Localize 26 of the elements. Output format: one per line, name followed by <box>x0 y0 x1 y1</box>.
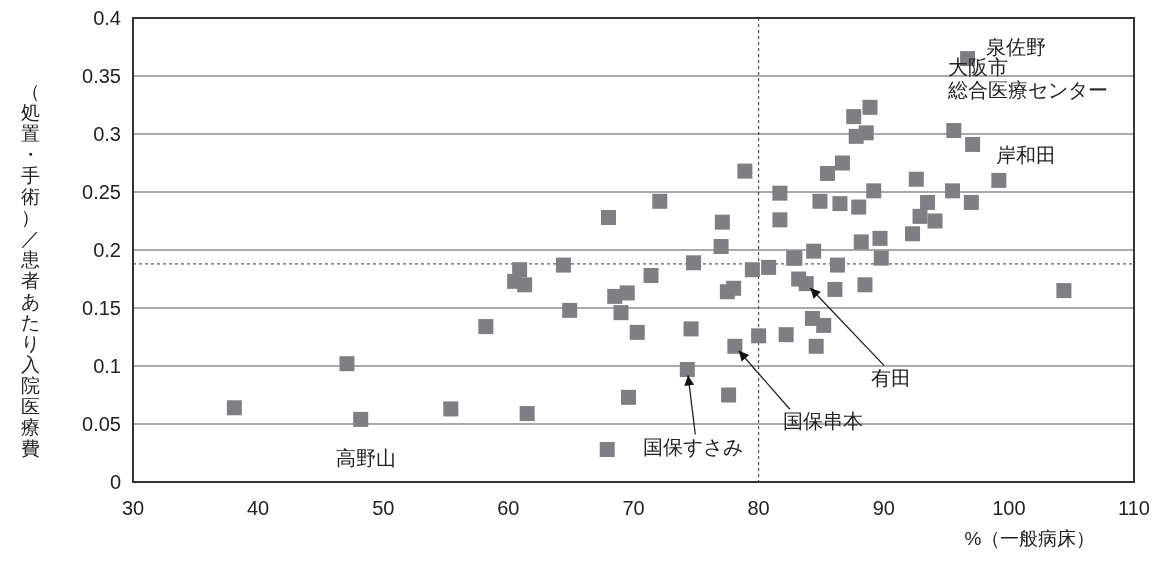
y-tick-label: 0 <box>109 471 121 493</box>
text: （処置・手術）／患者あたり入院医療費 <box>20 81 40 459</box>
y-tick-label: 0.2 <box>93 239 121 261</box>
y-tick-label: 0.35 <box>82 65 121 87</box>
x-tick-label: 60 <box>497 497 520 519</box>
x-tick-label: 50 <box>372 497 395 519</box>
annotation: 高野山 <box>335 447 396 470</box>
y-tick-label: 0.05 <box>82 413 121 435</box>
x-tick-label: 110 <box>1118 497 1150 519</box>
y-tick-label: 0.25 <box>82 181 121 203</box>
y-tick-label: 0.15 <box>82 297 121 319</box>
x-tick-label: 70 <box>622 497 645 519</box>
y-tick-label: 0.3 <box>93 123 121 145</box>
annotation: 有田 <box>871 366 912 389</box>
annotation: 国保串本 <box>782 410 863 433</box>
x-tick-label: 100 <box>992 497 1026 519</box>
annotation: 泉佐野 <box>985 35 1046 58</box>
y-tick-label: 0.1 <box>93 355 121 377</box>
x-tick-label: 30 <box>121 497 145 519</box>
y-tick-label: 0.4 <box>93 7 121 29</box>
annotation: 岸和田 <box>995 144 1056 167</box>
x-tick-label: 80 <box>747 497 770 519</box>
annotation: 国保すさみ <box>643 436 744 459</box>
x-tick-label: 90 <box>872 497 895 519</box>
x-tick-label: 40 <box>247 497 270 519</box>
x-axis-title: %（一般病床） <box>964 528 1096 549</box>
